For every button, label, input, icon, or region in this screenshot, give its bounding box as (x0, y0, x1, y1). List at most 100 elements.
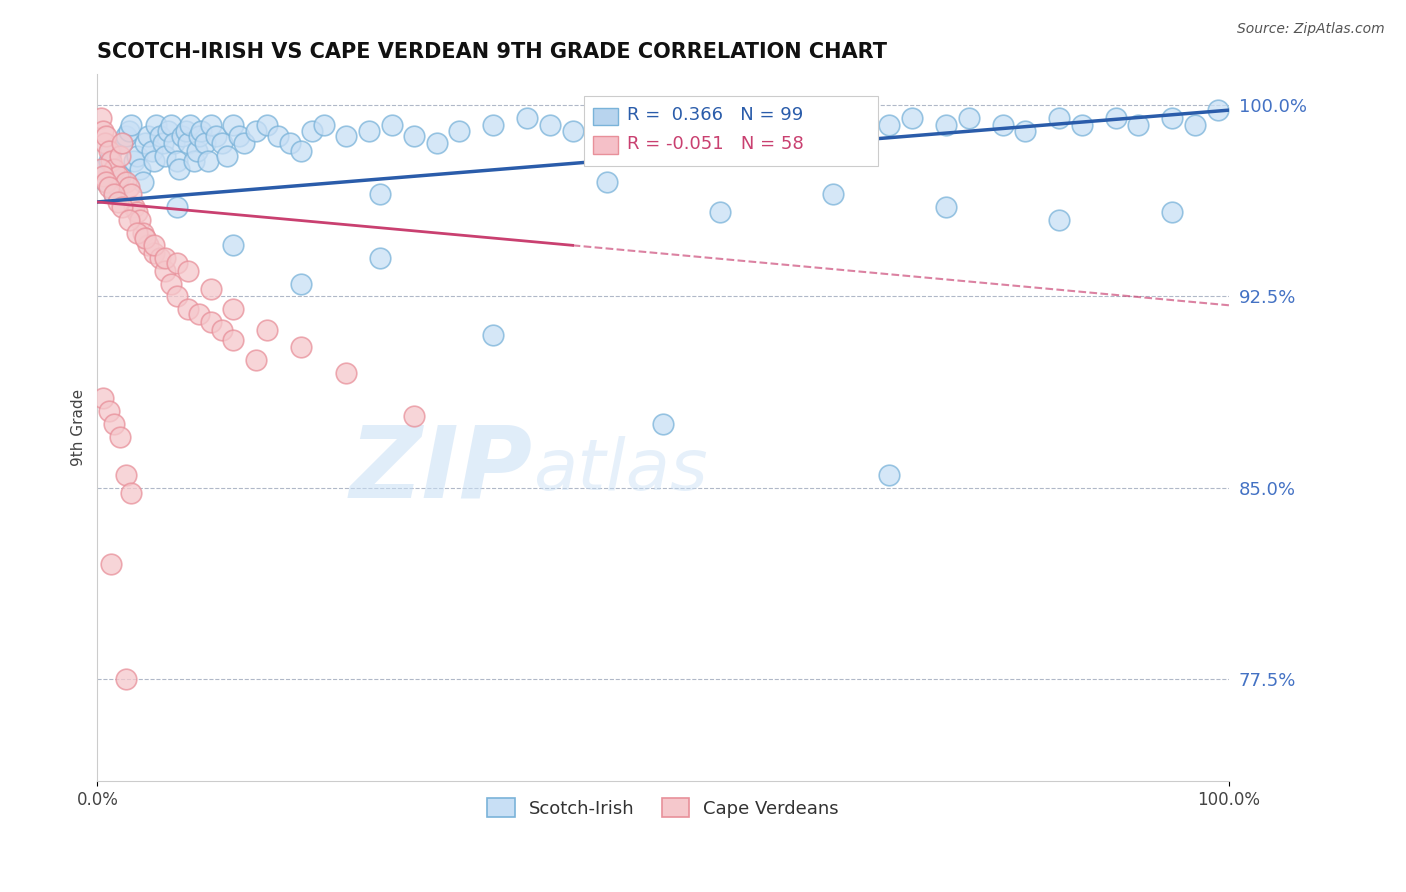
Point (675, 128, 697, 143)
Point (205, 128, 228, 143)
Point (357, 123, 380, 137)
Point (136, 128, 159, 143)
Point (1161, 205, 1184, 219)
Point (482, 327, 505, 342)
Text: R = -0.051   N = 58: R = -0.051 N = 58 (627, 135, 804, 153)
Point (844, 123, 866, 137)
Point (879, 119, 901, 133)
Point (1047, 111, 1070, 125)
Point (120, 485, 142, 500)
Point (111, 136, 134, 151)
Point (120, 187, 142, 202)
Legend: Scotch-Irish, Cape Verdeans: Scotch-Irish, Cape Verdeans (481, 791, 846, 825)
Point (516, 111, 538, 125)
Point (821, 187, 844, 202)
Point (131, 175, 153, 189)
Point (742, 119, 765, 133)
Point (160, 119, 183, 133)
Point (125, 205, 148, 219)
Point (177, 136, 200, 151)
Point (114, 467, 136, 482)
Point (91, 169, 114, 184)
Bar (593, 136, 617, 153)
Point (335, 128, 357, 143)
Point (380, 119, 402, 133)
Point (107, 169, 129, 184)
Point (111, 136, 134, 151)
Point (107, 179, 129, 194)
Point (765, 123, 787, 137)
Point (97, 144, 120, 158)
Point (136, 238, 159, 252)
Point (90, 161, 112, 176)
Point (821, 111, 844, 125)
Point (935, 119, 957, 133)
Point (100, 154, 122, 169)
Point (91, 392, 114, 406)
Point (96, 175, 118, 189)
Point (114, 175, 136, 189)
Point (222, 238, 245, 252)
Point (179, 119, 201, 133)
Point (107, 194, 129, 209)
Point (108, 430, 131, 444)
Point (166, 154, 188, 169)
Point (799, 119, 821, 133)
Point (630, 111, 652, 125)
Point (197, 154, 219, 169)
Point (172, 128, 194, 143)
Point (1128, 119, 1150, 133)
Point (96, 175, 118, 189)
Point (222, 302, 245, 317)
Point (188, 307, 211, 321)
Bar (593, 108, 617, 125)
Point (368, 251, 391, 265)
Point (709, 205, 731, 219)
Point (166, 200, 188, 214)
Point (122, 200, 145, 214)
Point (145, 119, 167, 133)
Point (103, 417, 125, 431)
Point (901, 111, 924, 125)
Point (404, 128, 426, 143)
Point (256, 322, 278, 336)
Point (335, 366, 357, 380)
Point (228, 128, 250, 143)
Point (114, 672, 136, 686)
Point (186, 144, 208, 158)
Point (561, 123, 583, 137)
Point (125, 226, 148, 240)
Point (142, 238, 165, 252)
Point (177, 302, 200, 317)
Point (142, 154, 165, 169)
Point (134, 136, 156, 151)
Point (174, 123, 197, 137)
Point (1206, 103, 1229, 117)
FancyBboxPatch shape (583, 95, 879, 166)
Point (108, 169, 131, 184)
Point (538, 119, 561, 133)
Point (245, 353, 267, 368)
Text: atlas: atlas (533, 435, 707, 505)
Point (278, 136, 301, 151)
Point (1161, 111, 1184, 125)
Text: Source: ZipAtlas.com: Source: ZipAtlas.com (1237, 22, 1385, 37)
Point (200, 119, 222, 133)
Point (114, 128, 136, 143)
Point (267, 128, 290, 143)
Point (935, 200, 957, 214)
Point (595, 119, 617, 133)
Point (1047, 212, 1070, 227)
Point (103, 187, 125, 202)
Point (449, 123, 471, 137)
Point (1070, 119, 1092, 133)
Point (404, 409, 426, 424)
Point (90, 111, 112, 125)
Point (118, 123, 141, 137)
Point (200, 282, 222, 296)
Point (426, 136, 449, 151)
Point (118, 179, 141, 194)
Point (879, 467, 901, 482)
Point (177, 264, 200, 278)
Point (211, 322, 233, 336)
